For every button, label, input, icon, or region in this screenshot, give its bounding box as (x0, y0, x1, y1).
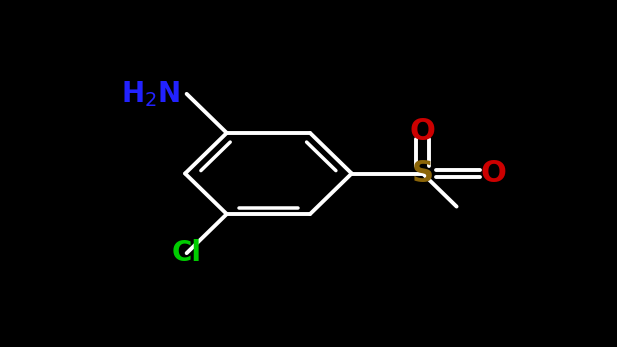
Text: O: O (410, 117, 436, 146)
Text: H$_2$N: H$_2$N (121, 79, 181, 109)
Text: Cl: Cl (172, 239, 202, 267)
Text: O: O (481, 159, 507, 188)
Text: S: S (412, 159, 434, 188)
